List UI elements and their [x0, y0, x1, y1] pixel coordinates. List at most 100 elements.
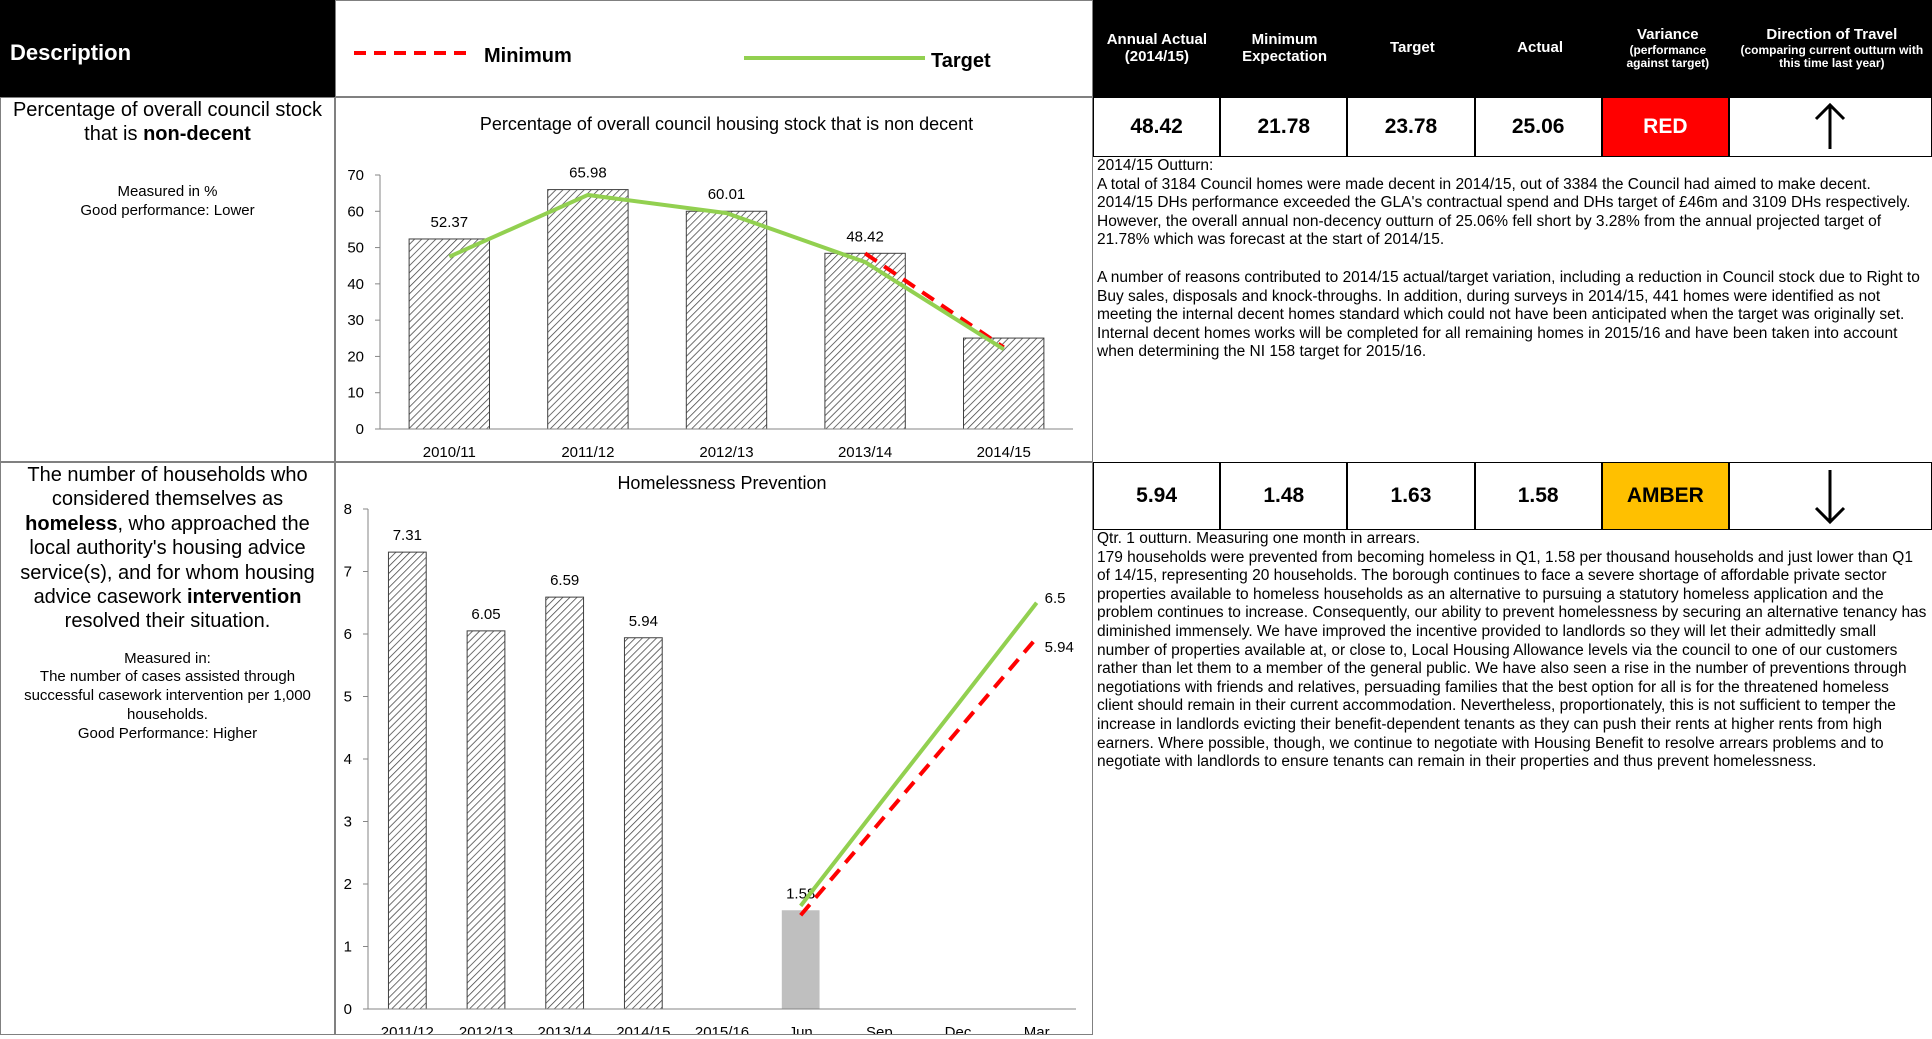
y-tick-label: 50: [347, 240, 364, 257]
y-tick-label: 3: [344, 814, 352, 831]
chart-title: Percentage of overall council housing st…: [480, 114, 973, 134]
description: Percentage of overall council stock that…: [1, 98, 334, 147]
value-cell: 25.06: [1474, 97, 1602, 157]
legend-label: Target: [931, 50, 991, 72]
y-tick-label: 40: [347, 276, 364, 293]
column-header: Target: [1348, 0, 1476, 97]
arrow-head: [1815, 506, 1846, 525]
data-label: 7.31: [393, 527, 422, 544]
line-end-label: 5.94: [1045, 639, 1074, 656]
direction-cell: [1728, 97, 1932, 157]
direction-arrow: [1815, 102, 1846, 149]
text: Measured in:: [124, 649, 211, 667]
header-title: Variance: [1636, 26, 1699, 44]
bar: [408, 238, 490, 430]
y-tick-label: 70: [347, 167, 364, 184]
legend-label: Minimum: [484, 45, 572, 67]
text: non-decent: [143, 123, 251, 146]
chart-title: Homelessness Prevention: [617, 473, 826, 493]
line-end-label: 6.5: [1045, 590, 1066, 607]
direction-arrow: [1815, 470, 1846, 525]
bar: [685, 210, 768, 430]
x-tick-label: Jun: [789, 1024, 813, 1034]
direction-cell: [1728, 462, 1932, 530]
commentary: 2014/15 Outturn: A total of 3184 Council …: [1093, 157, 1932, 362]
x-tick-label: 2014/15: [977, 444, 1031, 461]
x-tick-label: 2015/16: [695, 1024, 749, 1034]
y-tick-label: 0: [356, 421, 364, 438]
chart-cell: Homelessness Prevention 0 1 2 3 4 5 6 7 8 7.31 6.05…: [335, 462, 1093, 1039]
column-header: Annual Actual (2014/15): [1093, 0, 1221, 97]
header-title: Minimum Expectation: [1242, 31, 1328, 65]
row-description: The number of households who considered …: [0, 462, 335, 1035]
text: A number of reasons contributed to 2014/…: [1097, 268, 1920, 361]
header-title: Direction of Travel: [1766, 26, 1898, 44]
line-series: [448, 192, 1005, 351]
value-row: 5.94 1.48 1.63 1.58 AMBER: [1093, 462, 1932, 530]
x-tick-label: 2012/13: [459, 1024, 513, 1034]
bar: [623, 637, 663, 1010]
header-title: Actual: [1517, 39, 1563, 57]
x-tick-label: 2013/14: [838, 444, 892, 461]
description: The number of households who considered …: [1, 463, 334, 634]
text: homeless: [25, 512, 118, 535]
data-label: 60.01: [708, 186, 746, 203]
text: The number of households who considered …: [27, 464, 308, 511]
text: Qtr. 1 outturn. Measuring one month in a…: [1097, 530, 1421, 547]
column-header: Actual: [1476, 0, 1604, 97]
y-tick-label: 1: [344, 939, 352, 956]
x-tick-label: Dec: [945, 1024, 972, 1034]
x-tick-label: 2014/15: [616, 1024, 670, 1034]
text: A total of 3184 Council homes were made …: [1097, 175, 1911, 249]
x-tick-label: 2013/14: [538, 1024, 592, 1034]
column-header: Variance (performance against target): [1604, 0, 1732, 97]
description-header: Description: [0, 0, 335, 97]
x-tick-label: 2011/12: [381, 1024, 434, 1034]
chart: Percentage of overall council housing st…: [347, 114, 1073, 461]
column-header: Minimum Expectation: [1221, 0, 1349, 97]
y-tick-label: 60: [347, 203, 364, 220]
y-tick-label: 8: [344, 501, 352, 518]
value-cell: 1.58: [1474, 462, 1602, 530]
header-title: Annual Actual (2014/15): [1106, 31, 1208, 65]
data-label: 52.37: [431, 214, 469, 231]
text: Good performance: Lower: [80, 201, 255, 219]
x-tick-label: Sep: [866, 1024, 893, 1034]
y-tick-label: 5: [344, 689, 352, 706]
data-label: 6.05: [471, 606, 500, 623]
legend: Minimum Target: [354, 45, 991, 72]
data-label: 5.94: [629, 613, 658, 630]
bar: [387, 551, 427, 1010]
header-note: (performance against target): [1626, 42, 1710, 70]
value-cell: 21.78: [1220, 97, 1348, 157]
chart: Homelessness Prevention 0 1 2 3 4 5 6 7 8 7.31 6.05…: [344, 473, 1076, 1039]
line-series: [799, 601, 1039, 908]
arrow-head: [1815, 102, 1846, 121]
value-cell: 5.94: [1093, 462, 1221, 530]
text: Percentage of overall council stock that…: [12, 99, 323, 146]
commentary: Qtr. 1 outturn. Measuring one month in a…: [1093, 530, 1932, 772]
text: Good Performance: Higher: [77, 724, 258, 742]
text: Measured in %: [117, 182, 218, 200]
row-detail: 48.42 21.78 23.78 25.06 RED 2014/15 Outturn:…: [1093, 97, 1932, 462]
chart-cell: Percentage of overall council housing st…: [335, 97, 1093, 462]
data-label: 48.42: [846, 228, 884, 245]
legend-cell: Minimum Target: [335, 0, 1093, 97]
bar: [963, 337, 1045, 430]
variance-cell: RED: [1601, 97, 1729, 157]
measure: Measured in % Good performance: Lower: [1, 183, 334, 221]
value-cell: 48.42: [1093, 97, 1221, 157]
text: resolved their situation.: [64, 610, 271, 633]
x-tick-label: 2012/13: [699, 444, 753, 461]
header-title: Target: [1389, 39, 1435, 57]
value-cell: 1.63: [1347, 462, 1475, 530]
column-headers: Annual Actual (2014/15) Minimum Expectati…: [1093, 0, 1932, 97]
column-header: Direction of Travel (comparing current ou…: [1732, 0, 1932, 97]
text: , who approached the local authority's h…: [20, 512, 315, 608]
y-tick-label: 7: [344, 564, 352, 581]
x-tick-label: Mar: [1024, 1024, 1050, 1034]
line-series: [863, 251, 1005, 350]
header-note: (comparing current outturn with this tim…: [1740, 42, 1924, 70]
y-tick-label: 2: [344, 876, 352, 893]
